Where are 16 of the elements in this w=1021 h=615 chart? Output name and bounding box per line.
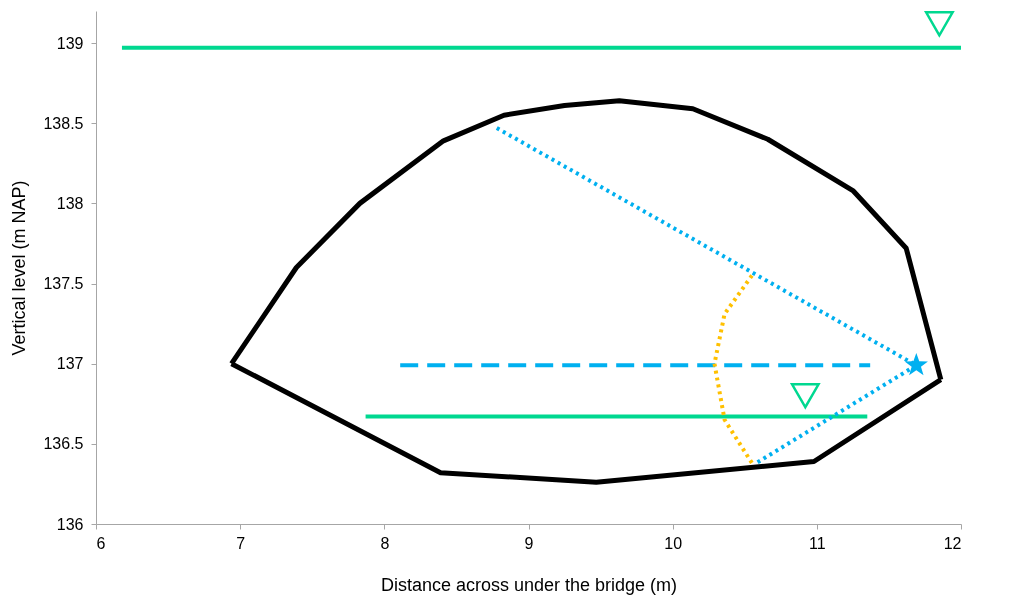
x-tick-label: 8 bbox=[380, 534, 390, 552]
y-tick-label: 138 bbox=[56, 194, 84, 212]
y-tick-label: 136 bbox=[56, 515, 84, 533]
y-tick-label: 137 bbox=[56, 355, 84, 373]
y-axis-title: Vertical level (m NAP) bbox=[9, 180, 30, 356]
x-tick-label: 7 bbox=[236, 534, 246, 552]
y-tick-label: 136.5 bbox=[43, 435, 84, 453]
x-tick-label: 11 bbox=[809, 534, 826, 552]
y-tick-label: 139 bbox=[56, 34, 84, 52]
x-tick-label: 10 bbox=[664, 534, 683, 552]
x-axis-title: Distance across under the bridge (m) bbox=[380, 574, 678, 595]
y-tick-label: 138.5 bbox=[43, 114, 84, 132]
x-tick-label: 9 bbox=[524, 534, 534, 552]
y-tick-label: 137.5 bbox=[43, 275, 84, 293]
x-tick-label: 12 bbox=[943, 534, 962, 552]
x-tick-label: 6 bbox=[96, 534, 106, 552]
